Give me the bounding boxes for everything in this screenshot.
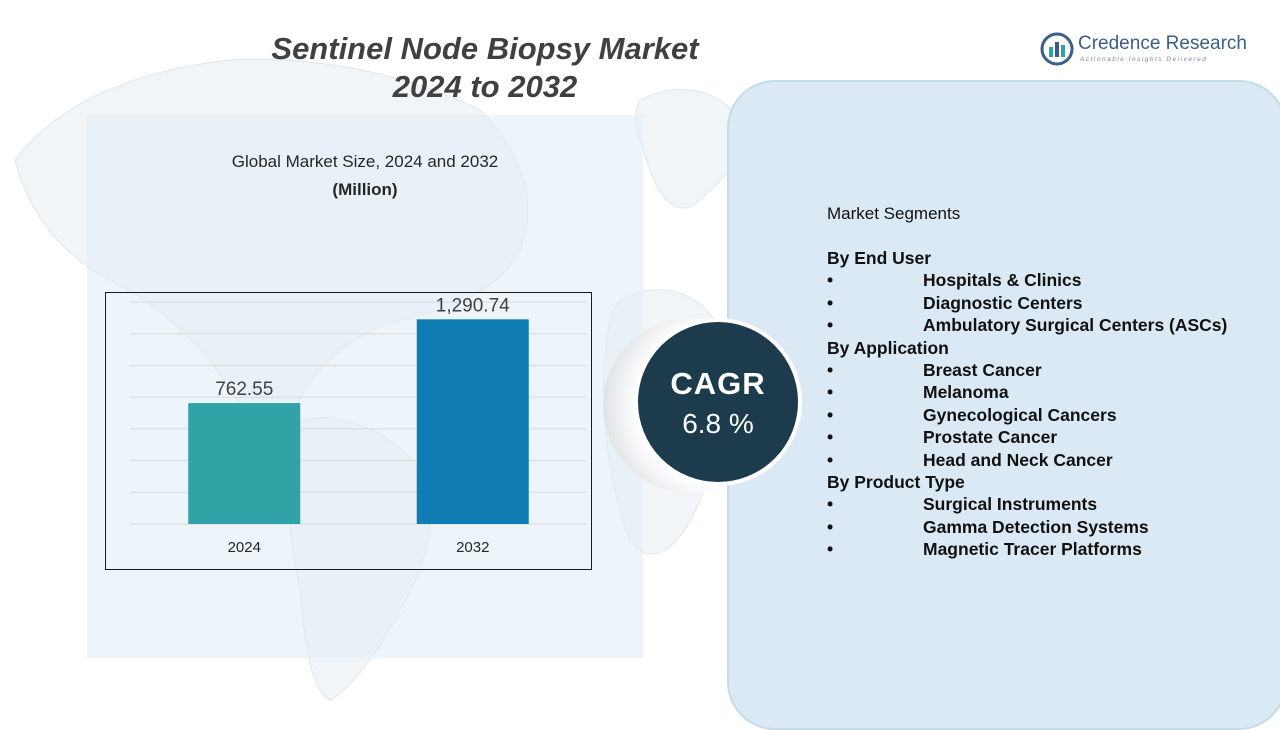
credence-research-logo: Credence Research Actionable Insights De… (1040, 30, 1260, 70)
bullet-icon: • (827, 382, 834, 403)
x-tick-label: 2032 (456, 539, 489, 556)
segment-item-label: Hospitals & Clinics (923, 270, 1082, 291)
segment-item: • Head and Neck Cancer (827, 449, 1267, 471)
segment-group-heading: By Product Type (827, 471, 965, 492)
segment-item-label: Breast Cancer (923, 359, 1042, 380)
logo-tagline: Actionable Insights Delivered (1080, 56, 1208, 63)
segments-panel (727, 80, 1280, 730)
bullet-icon: • (827, 539, 834, 560)
market-segments: Market Segments By End User • Hospitals & … (827, 202, 1267, 561)
bullet-icon: • (827, 292, 834, 313)
logo-icon (1040, 32, 1074, 66)
x-tick-label: 2024 (228, 539, 261, 556)
bullet-icon: • (827, 427, 834, 448)
bullet-icon: • (827, 270, 834, 291)
segment-item-label: Surgical Instruments (923, 494, 1098, 515)
chart-unit: (Million) (332, 180, 398, 199)
bullet-icon: • (827, 315, 834, 336)
bullet-icon: • (827, 359, 834, 380)
segment-item: • Hospitals & Clinics (827, 269, 1267, 291)
bullet-icon: • (827, 494, 834, 515)
bar-2024 (188, 403, 301, 524)
segment-item: • Surgical Instruments (827, 493, 1267, 515)
segment-item: • Ambulatory Surgical Centers (ASCs) (827, 314, 1267, 336)
segment-item: • Gamma Detection Systems (827, 516, 1267, 538)
segment-item: • Melanoma (827, 381, 1267, 403)
chart-title: Global Market Size, 2024 and 2032 (231, 152, 499, 171)
cagr-badge: CAGR 6.8 % (634, 318, 802, 486)
bar-chart: 762.55 2024 1,290.74 2032 (130, 295, 587, 556)
cagr-value: 6.8 % (682, 408, 754, 439)
page-title: Sentinel Node Biopsy Market 2024 to 2032 (200, 30, 770, 106)
cagr-label: CAGR (670, 366, 766, 401)
segment-item-label: Melanoma (923, 382, 1009, 403)
segment-item: • Diagnostic Centers (827, 292, 1267, 314)
segment-item: • Gynecological Cancers (827, 404, 1267, 426)
segment-item-label: Gamma Detection Systems (923, 516, 1149, 537)
segment-item: • Prostate Cancer (827, 426, 1267, 448)
segment-item-label: Prostate Cancer (923, 427, 1058, 448)
segments-title: Market Segments (827, 204, 961, 223)
data-label: 762.55 (215, 379, 273, 400)
logo-name: Credence Research (1078, 33, 1247, 54)
segment-item-label: Magnetic Tracer Platforms (923, 539, 1142, 560)
bullet-icon: • (827, 404, 834, 425)
segment-item-label: Diagnostic Centers (923, 292, 1083, 313)
bar-2032 (416, 319, 529, 524)
data-label: 1,290.74 (436, 295, 510, 316)
title-line-1: Sentinel Node Biopsy Market (271, 31, 699, 66)
bullet-icon: • (827, 449, 834, 470)
chart-frame (105, 292, 592, 570)
segment-group-heading: By End User (827, 248, 932, 268)
segment-group-heading: By Application (827, 337, 949, 358)
segment-item-label: Head and Neck Cancer (923, 449, 1113, 470)
bullet-icon: • (827, 516, 834, 537)
title-line-2: 2024 to 2032 (392, 69, 578, 104)
segment-item: • Magnetic Tracer Platforms (827, 538, 1267, 560)
chart-panel (87, 115, 643, 658)
segment-item-label: Gynecological Cancers (923, 404, 1117, 425)
segment-item: • Breast Cancer (827, 359, 1267, 381)
segment-item-label: Ambulatory Surgical Centers (ASCs) (923, 315, 1228, 336)
